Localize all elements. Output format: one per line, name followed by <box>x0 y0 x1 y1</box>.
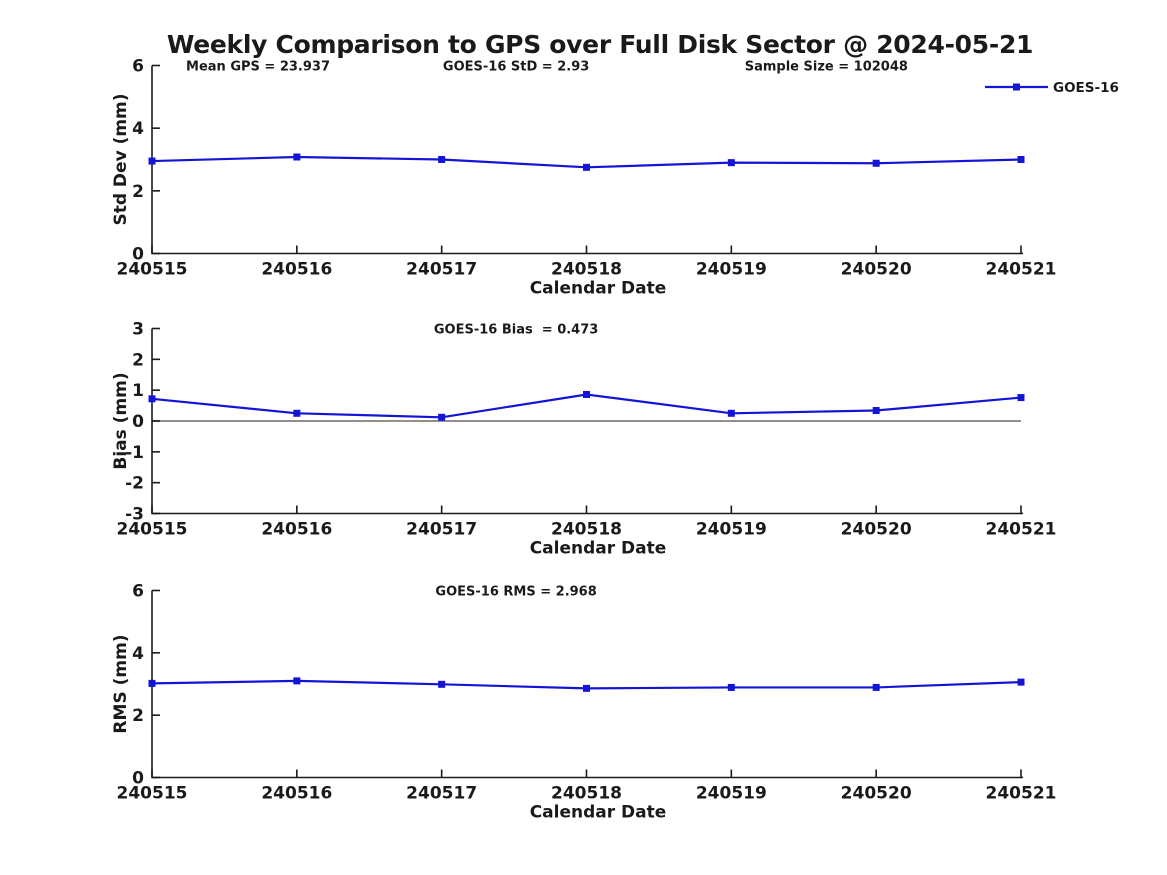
x-tick-label: 240520 <box>841 260 912 280</box>
x-tick-label: 240520 <box>841 520 912 540</box>
y-axis-label: RMS (mm) <box>111 634 131 733</box>
stat-annotation: Sample Size = 102048 <box>745 60 908 75</box>
y-axis-label: Bias (mm) <box>111 372 131 469</box>
data-point-marker <box>727 683 735 691</box>
x-tick-label: 240517 <box>406 784 477 804</box>
stat-annotation: Mean GPS = 23.937 <box>186 60 330 75</box>
data-point-marker <box>438 413 446 421</box>
y-tick-label: 6 <box>132 582 144 602</box>
y-tick-label: -2 <box>125 474 144 494</box>
data-point-marker <box>1017 394 1025 402</box>
y-tick-label: 4 <box>132 119 144 139</box>
data-point-marker <box>1017 678 1025 686</box>
x-tick-label: 240515 <box>117 260 188 280</box>
x-axis-label: Calendar Date <box>530 539 667 559</box>
x-tick-label: 240515 <box>117 784 188 804</box>
data-point-marker <box>438 156 446 163</box>
data-point-marker <box>727 409 735 417</box>
x-tick-label: 240518 <box>551 784 622 804</box>
y-tick-label: 6 <box>132 57 144 77</box>
data-point-marker <box>293 677 301 685</box>
chart-title: Weekly Comparison to GPS over Full Disk … <box>167 30 1033 59</box>
data-point-marker <box>583 163 590 171</box>
x-tick-label: 240520 <box>841 784 912 804</box>
data-point-marker <box>872 407 880 415</box>
legend-marker-icon <box>1013 83 1020 91</box>
data-point-marker <box>872 683 880 691</box>
data-point-marker <box>872 159 880 167</box>
data-point-marker <box>583 390 590 398</box>
data-point-marker <box>1017 156 1025 163</box>
y-axis-label: Std Dev (mm) <box>111 93 131 225</box>
x-tick-label: 240515 <box>117 520 188 540</box>
y-tick-label: 2 <box>132 182 144 202</box>
y-tick-label: 2 <box>132 350 144 370</box>
stat-annotation: GOES-16 RMS = 2.968 <box>435 585 596 600</box>
data-point-marker <box>583 684 590 692</box>
legend-label: GOES-16 <box>1053 80 1119 96</box>
x-tick-label: 240516 <box>261 520 332 540</box>
y-tick-label: -3 <box>125 505 144 525</box>
std-dev-panel: 0 2 4 6 240515 240516 240517 240518 240519 240520… <box>111 57 1056 299</box>
x-tick-label: 240516 <box>261 260 332 280</box>
y-tick-label: 2 <box>132 706 144 726</box>
y-tick-label: 0 <box>132 245 144 265</box>
data-point-marker <box>148 157 156 165</box>
y-tick-label: 3 <box>132 320 144 340</box>
x-tick-label: 240519 <box>696 260 767 280</box>
x-axis-label: Calendar Date <box>530 279 667 299</box>
legend: GOES-16 <box>985 80 1119 96</box>
y-tick-label: -1 <box>125 443 144 463</box>
x-tick-label: 240517 <box>406 520 477 540</box>
x-tick-label: 240519 <box>696 784 767 804</box>
x-tick-label: 240517 <box>406 260 477 280</box>
stat-annotation: GOES-16 Bias = 0.473 <box>434 323 598 338</box>
x-tick-label: 240521 <box>986 784 1057 804</box>
chart-panels: 0 2 4 6 240515 240516 240517 240518 240519 240520… <box>111 57 1056 823</box>
y-tick-label: 4 <box>132 644 144 664</box>
x-tick-label: 240521 <box>986 520 1057 540</box>
data-point-marker <box>148 395 156 403</box>
x-tick-label: 240519 <box>696 520 767 540</box>
data-point-marker <box>293 409 301 417</box>
stat-annotation: GOES-16 StD = 2.93 <box>443 60 589 75</box>
data-point-marker <box>727 159 735 167</box>
data-point-marker <box>438 680 446 688</box>
bias-panel: -3 -2 -1 0 1 2 3 240515 240516 240517 240518 240519… <box>111 320 1056 559</box>
y-tick-label: 0 <box>132 412 144 432</box>
x-tick-label: 240518 <box>551 520 622 540</box>
x-axis-label: Calendar Date <box>530 803 667 823</box>
y-tick-label: 0 <box>132 769 144 789</box>
y-tick-label: 1 <box>132 381 144 401</box>
x-tick-label: 240521 <box>986 260 1057 280</box>
x-tick-label: 240518 <box>551 260 622 280</box>
rms-panel: 0 2 4 6 240515 240516 240517 240518 240519 240520… <box>111 582 1056 823</box>
data-point-marker <box>293 153 301 161</box>
x-tick-label: 240516 <box>261 784 332 804</box>
data-point-marker <box>148 679 156 687</box>
